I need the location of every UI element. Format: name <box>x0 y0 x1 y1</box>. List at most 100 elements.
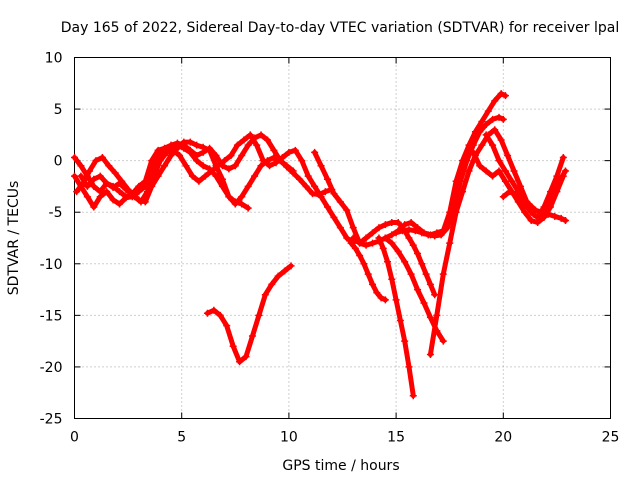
data-point <box>356 239 364 247</box>
data-point <box>375 234 383 242</box>
data-point <box>499 193 507 201</box>
data-point <box>321 188 329 196</box>
data-point <box>534 213 542 221</box>
data-point <box>369 280 377 288</box>
data-point <box>71 154 78 162</box>
data-point <box>379 244 387 252</box>
data-point <box>180 138 188 146</box>
data-point <box>304 172 312 180</box>
data-point <box>546 188 554 196</box>
data-point <box>193 141 201 149</box>
data-point <box>244 141 252 149</box>
data-point <box>257 131 265 139</box>
data-point <box>302 182 310 190</box>
data-point <box>193 151 201 159</box>
data-point <box>557 214 565 222</box>
data-point <box>167 141 175 149</box>
data-point <box>422 270 430 278</box>
data-point <box>491 97 499 105</box>
data-point <box>229 342 237 350</box>
data-point <box>396 317 404 325</box>
data-point <box>540 203 548 211</box>
data-point <box>253 141 261 149</box>
data-point <box>308 190 316 198</box>
data-point <box>491 126 499 134</box>
data-point <box>364 270 372 278</box>
data-point <box>336 198 344 206</box>
data-point <box>497 136 505 144</box>
data-point <box>236 358 244 366</box>
data-point <box>521 208 529 216</box>
data-point <box>246 131 254 139</box>
data-point <box>73 188 81 196</box>
data-point <box>285 148 293 156</box>
data-point <box>231 200 239 208</box>
chart-title: Day 165 of 2022, Sidereal Day-to-day VTE… <box>61 20 619 36</box>
y-tick-label: 5 <box>54 102 63 118</box>
data-point <box>497 90 505 98</box>
data-point <box>407 270 415 278</box>
data-point <box>238 193 246 201</box>
data-point <box>501 92 509 100</box>
data-point <box>244 182 252 190</box>
data-point <box>90 175 98 183</box>
data-point <box>405 226 413 234</box>
data-point <box>527 216 535 224</box>
series-arc-10 <box>392 113 507 240</box>
series-arc-4 <box>73 131 357 247</box>
data-point <box>392 229 400 237</box>
data-point <box>210 306 218 314</box>
data-point <box>71 172 78 180</box>
data-point <box>255 311 263 319</box>
data-point <box>561 167 569 175</box>
data-point <box>489 141 497 149</box>
data-point <box>259 157 267 165</box>
data-point <box>92 157 100 165</box>
data-point <box>238 200 246 208</box>
data-point <box>103 188 111 196</box>
data-point <box>199 143 207 151</box>
data-point <box>381 234 389 242</box>
data-point <box>489 115 497 123</box>
data-point <box>407 219 415 227</box>
x-tick-label: 25 <box>602 430 620 446</box>
data-point <box>426 313 434 321</box>
data-point <box>362 234 370 242</box>
data-point <box>317 162 325 170</box>
data-point <box>225 165 233 173</box>
data-point <box>206 146 214 154</box>
data-point <box>330 213 338 221</box>
data-point <box>186 138 194 146</box>
data-point <box>270 146 278 154</box>
data-point <box>323 175 331 183</box>
data-point <box>446 239 454 247</box>
data-point <box>103 179 111 187</box>
y-tick-label: 10 <box>45 51 63 67</box>
data-point <box>347 239 355 247</box>
series-arc-7 <box>347 239 389 304</box>
data-point <box>83 182 91 190</box>
data-point <box>203 309 211 317</box>
data-point <box>343 206 351 214</box>
data-point <box>439 337 447 345</box>
data-point <box>504 151 512 159</box>
data-point <box>538 208 546 216</box>
data-point <box>263 136 271 144</box>
data-point <box>268 280 276 288</box>
data-point <box>501 167 509 175</box>
data-point <box>317 193 325 201</box>
data-point <box>298 157 306 165</box>
y-tick-label: 0 <box>54 154 63 170</box>
data-point <box>242 353 250 361</box>
data-point <box>394 219 402 227</box>
data-point <box>116 200 124 208</box>
data-point <box>527 208 535 216</box>
data-point <box>405 363 413 371</box>
data-point <box>388 219 396 227</box>
data-point <box>476 162 484 170</box>
data-point <box>495 167 503 175</box>
data-point <box>495 157 503 165</box>
data-point <box>79 179 87 187</box>
data-point <box>137 198 145 206</box>
